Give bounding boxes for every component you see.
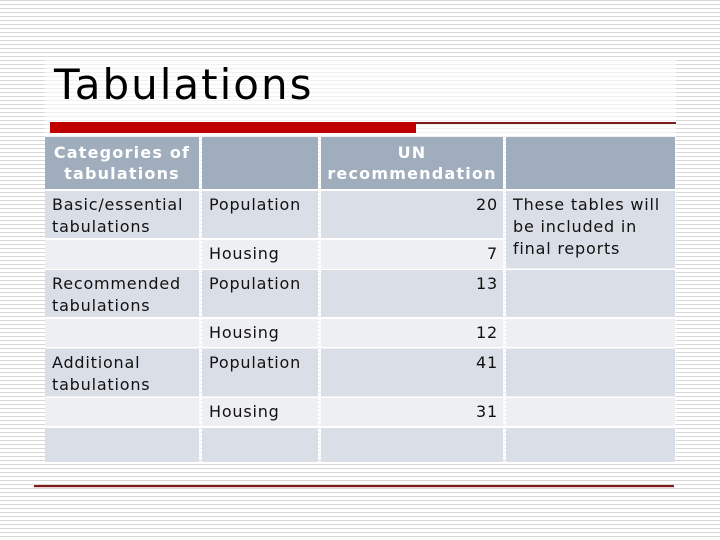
table-row: Basic/essential tabulations Population 2… bbox=[45, 191, 675, 268]
cell-category bbox=[45, 398, 199, 426]
cell-value: 13 bbox=[321, 270, 503, 317]
cell-value: 31 bbox=[321, 398, 503, 426]
cell-note: These tables will be included in final r… bbox=[506, 191, 675, 268]
header-un-recommendation: UN recommendation bbox=[321, 137, 503, 189]
header-blank-1 bbox=[202, 137, 318, 189]
cell-type bbox=[202, 428, 318, 462]
cell-category: Additional tabulations bbox=[45, 349, 199, 396]
cell-value: 41 bbox=[321, 349, 503, 396]
cell-type: Housing bbox=[202, 398, 318, 426]
table-row: Additional tabulations Population 41 bbox=[45, 349, 675, 396]
header-blank-2 bbox=[506, 137, 675, 189]
cell-type: Housing bbox=[202, 240, 318, 268]
cell-note bbox=[506, 428, 675, 462]
cell-type: Population bbox=[202, 270, 318, 317]
table-row: Recommended tabulations Population 13 bbox=[45, 270, 675, 317]
cell-value: 7 bbox=[321, 240, 503, 268]
cell-type: Housing bbox=[202, 319, 318, 347]
table-row-empty bbox=[45, 428, 675, 462]
cell-category bbox=[45, 240, 199, 268]
cell-note bbox=[506, 319, 675, 347]
title-underline-bar bbox=[50, 122, 416, 133]
cell-category: Basic/essential tabulations bbox=[45, 191, 199, 238]
footer-divider-rule bbox=[34, 485, 674, 487]
tabulations-table: Categories of tabulations UN recommendat… bbox=[42, 135, 678, 464]
header-categories: Categories of tabulations bbox=[45, 137, 199, 189]
cell-value bbox=[321, 428, 503, 462]
page-title: Tabulations bbox=[54, 60, 314, 109]
table-header-row: Categories of tabulations UN recommendat… bbox=[45, 137, 675, 189]
table-row: Housing 12 bbox=[45, 319, 675, 347]
table-row: Housing 7 bbox=[45, 240, 675, 268]
title-underline-rule bbox=[416, 122, 676, 124]
cell-value: 12 bbox=[321, 319, 503, 347]
cell-note bbox=[506, 270, 675, 317]
cell-note bbox=[506, 398, 675, 426]
table-row: Housing 31 bbox=[45, 398, 675, 426]
cell-category bbox=[45, 319, 199, 347]
cell-type: Population bbox=[202, 191, 318, 238]
cell-type: Population bbox=[202, 349, 318, 396]
cell-category bbox=[45, 428, 199, 462]
cell-value: 20 bbox=[321, 191, 503, 238]
cell-note bbox=[506, 349, 675, 396]
cell-category: Recommended tabulations bbox=[45, 270, 199, 317]
footer-divider-rule-highlight bbox=[34, 487, 674, 488]
